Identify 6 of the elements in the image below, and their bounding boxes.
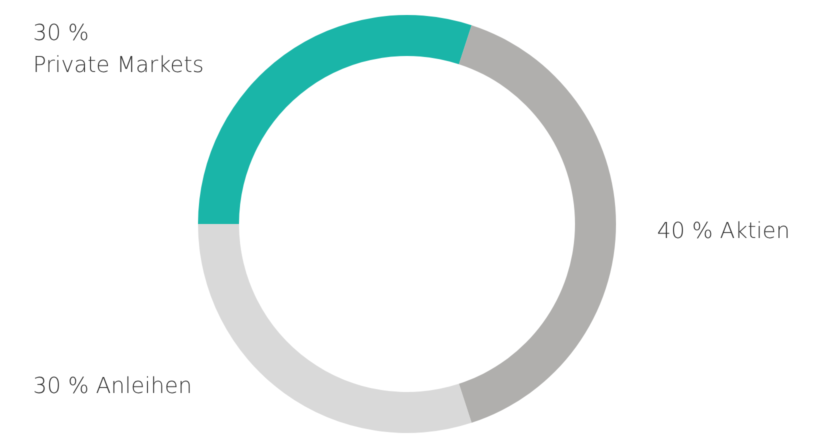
slice-label: Private Markets xyxy=(33,53,204,78)
data-label: 30 % xyxy=(33,21,89,46)
slice-label: 40 % Aktien xyxy=(657,219,790,244)
donut-slice xyxy=(458,25,616,423)
slice-label: 30 % Anleihen xyxy=(33,374,192,399)
donut-slice xyxy=(198,224,472,433)
